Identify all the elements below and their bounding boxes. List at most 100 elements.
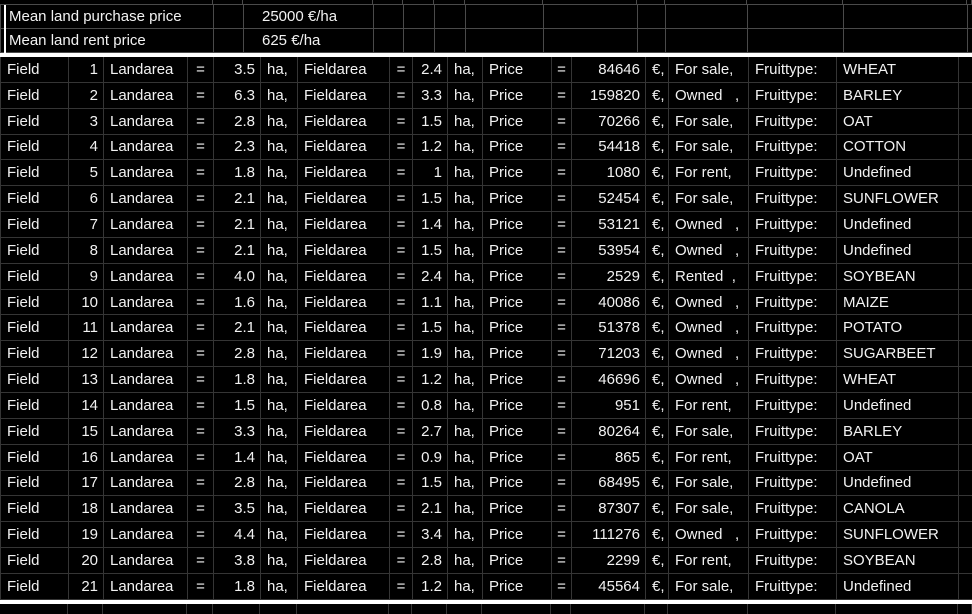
landarea-value-cell[interactable]: 2.1: [214, 212, 261, 237]
fruittype-label-cell[interactable]: Fruittype:: [749, 470, 837, 496]
field-label-cell[interactable]: Field: [1, 444, 69, 470]
euro-unit-cell[interactable]: €,: [646, 392, 669, 418]
field-number-cell[interactable]: 12: [69, 341, 104, 367]
equals-cell[interactable]: =: [552, 134, 572, 160]
ownership-status-cell[interactable]: For sale,: [669, 470, 749, 496]
cell-empty[interactable]: [666, 29, 748, 52]
landarea-label-cell[interactable]: Landarea: [104, 82, 188, 108]
equals-cell[interactable]: =: [188, 237, 214, 263]
fieldarea-label-cell[interactable]: Fieldarea: [298, 237, 390, 263]
fieldarea-label-cell[interactable]: Fieldarea: [298, 263, 390, 289]
ownership-status-cell[interactable]: For sale,: [669, 57, 749, 82]
field-number-cell[interactable]: 8: [69, 237, 104, 263]
field-number-cell[interactable]: 18: [69, 496, 104, 522]
euro-unit-cell[interactable]: €,: [646, 134, 669, 160]
euro-unit-cell[interactable]: €,: [646, 289, 669, 315]
fieldarea-label-cell[interactable]: Fieldarea: [298, 341, 390, 367]
equals-cell[interactable]: =: [390, 186, 413, 212]
price-label-cell[interactable]: Price: [483, 470, 552, 496]
ha-unit-cell[interactable]: ha,: [448, 392, 483, 418]
field-number-cell[interactable]: 15: [69, 418, 104, 444]
price-value-cell[interactable]: 68495: [572, 470, 646, 496]
price-label-cell[interactable]: Price: [483, 82, 552, 108]
equals-cell[interactable]: =: [552, 82, 572, 108]
cell-empty[interactable]: [404, 29, 435, 52]
equals-cell[interactable]: =: [188, 470, 214, 496]
fieldarea-value-cell[interactable]: 1.4: [413, 212, 448, 237]
euro-unit-cell[interactable]: €,: [646, 263, 669, 289]
ownership-status-cell[interactable]: For rent,: [669, 160, 749, 186]
equals-cell[interactable]: =: [188, 573, 214, 599]
euro-unit-cell[interactable]: €,: [646, 186, 669, 212]
ha-unit-cell[interactable]: ha,: [261, 82, 298, 108]
ha-unit-cell[interactable]: ha,: [261, 470, 298, 496]
fieldarea-value-cell[interactable]: 1.2: [413, 134, 448, 160]
fruit-value-cell[interactable]: Undefined: [837, 212, 959, 237]
field-label-cell[interactable]: Field: [1, 212, 69, 237]
ha-unit-cell[interactable]: ha,: [448, 212, 483, 237]
equals-cell[interactable]: =: [552, 522, 572, 548]
cell-empty[interactable]: [214, 5, 244, 28]
fruittype-label-cell[interactable]: Fruittype:: [749, 263, 837, 289]
fruittype-label-cell[interactable]: Fruittype:: [749, 496, 837, 522]
landarea-value-cell[interactable]: 1.6: [214, 289, 261, 315]
landarea-value-cell[interactable]: 3.8: [214, 548, 261, 573]
fruit-value-cell[interactable]: Undefined: [837, 237, 959, 263]
ha-unit-cell[interactable]: ha,: [448, 82, 483, 108]
cell-empty[interactable]: [666, 5, 748, 28]
euro-unit-cell[interactable]: €,: [646, 418, 669, 444]
landarea-label-cell[interactable]: Landarea: [104, 315, 188, 341]
equals-cell[interactable]: =: [390, 548, 413, 573]
fieldarea-label-cell[interactable]: Fieldarea: [298, 392, 390, 418]
fruittype-label-cell[interactable]: Fruittype:: [749, 367, 837, 392]
price-label-cell[interactable]: Price: [483, 212, 552, 237]
fieldarea-label-cell[interactable]: Fieldarea: [298, 57, 390, 82]
landarea-label-cell[interactable]: Landarea: [104, 212, 188, 237]
equals-cell[interactable]: =: [552, 392, 572, 418]
cell-empty[interactable]: [844, 29, 968, 52]
fieldarea-value-cell[interactable]: 1.5: [413, 237, 448, 263]
fieldarea-value-cell[interactable]: 1: [413, 160, 448, 186]
cell-empty[interactable]: [748, 29, 844, 52]
fieldarea-label-cell[interactable]: Fieldarea: [298, 548, 390, 573]
euro-unit-cell[interactable]: €,: [646, 108, 669, 134]
ownership-status-cell[interactable]: Owned ,: [669, 82, 749, 108]
fieldarea-value-cell[interactable]: 2.1: [413, 496, 448, 522]
field-number-cell[interactable]: 16: [69, 444, 104, 470]
fieldarea-label-cell[interactable]: Fieldarea: [298, 573, 390, 599]
equals-cell[interactable]: =: [390, 341, 413, 367]
ha-unit-cell[interactable]: ha,: [261, 134, 298, 160]
landarea-value-cell[interactable]: 1.8: [214, 573, 261, 599]
field-number-cell[interactable]: 7: [69, 212, 104, 237]
fieldarea-value-cell[interactable]: 3.3: [413, 82, 448, 108]
price-value-cell[interactable]: 951: [572, 392, 646, 418]
ha-unit-cell[interactable]: ha,: [448, 573, 483, 599]
landarea-label-cell[interactable]: Landarea: [104, 341, 188, 367]
fieldarea-label-cell[interactable]: Fieldarea: [298, 108, 390, 134]
fruit-value-cell[interactable]: CANOLA: [837, 496, 959, 522]
equals-cell[interactable]: =: [390, 212, 413, 237]
fieldarea-label-cell[interactable]: Fieldarea: [298, 160, 390, 186]
fieldarea-label-cell[interactable]: Fieldarea: [298, 470, 390, 496]
landarea-value-cell[interactable]: 2.1: [214, 186, 261, 212]
ha-unit-cell[interactable]: ha,: [261, 367, 298, 392]
field-label-cell[interactable]: Field: [1, 289, 69, 315]
fruit-value-cell[interactable]: BARLEY: [837, 418, 959, 444]
equals-cell[interactable]: =: [552, 496, 572, 522]
ownership-status-cell[interactable]: Rented ,: [669, 263, 749, 289]
price-label-cell[interactable]: Price: [483, 160, 552, 186]
landarea-value-cell[interactable]: 2.1: [214, 237, 261, 263]
ownership-status-cell[interactable]: Owned ,: [669, 237, 749, 263]
fruit-value-cell[interactable]: OAT: [837, 444, 959, 470]
ownership-status-cell[interactable]: For sale,: [669, 108, 749, 134]
fruit-value-cell[interactable]: SUNFLOWER: [837, 186, 959, 212]
ha-unit-cell[interactable]: ha,: [448, 470, 483, 496]
field-label-cell[interactable]: Field: [1, 341, 69, 367]
equals-cell[interactable]: =: [390, 237, 413, 263]
ownership-status-cell[interactable]: Owned ,: [669, 212, 749, 237]
ownership-status-cell[interactable]: For rent,: [669, 444, 749, 470]
fieldarea-label-cell[interactable]: Fieldarea: [298, 134, 390, 160]
purchase-price-value[interactable]: 25000 €/ha: [244, 5, 374, 28]
fieldarea-label-cell[interactable]: Fieldarea: [298, 212, 390, 237]
euro-unit-cell[interactable]: €,: [646, 573, 669, 599]
